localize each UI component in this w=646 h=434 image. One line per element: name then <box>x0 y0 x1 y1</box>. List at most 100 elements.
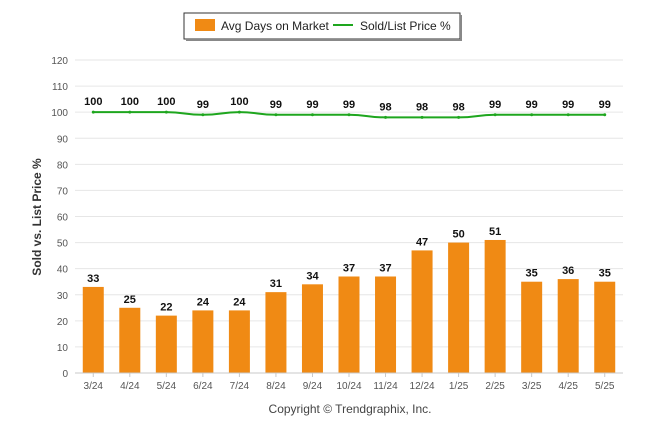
x-tick-label: 6/24 <box>193 381 213 392</box>
line-point <box>566 113 570 117</box>
legend-shadow-right <box>460 15 462 41</box>
line-data-label: 99 <box>343 99 355 111</box>
line-point <box>347 113 351 117</box>
line-data-labels: 100 100 100 99 100 99 99 99 98 98 98 99 99 99 99 <box>84 96 611 113</box>
bar <box>192 310 214 373</box>
x-tick-label: 4/24 <box>120 381 140 392</box>
bar-data-label: 47 <box>416 236 428 248</box>
y-axis-ticks: 0 10 20 30 40 50 60 70 80 90 100 110 120 <box>51 56 68 380</box>
x-tick-label: 7/24 <box>230 381 250 392</box>
bar-series <box>82 239 616 373</box>
x-tick-label: 2/25 <box>485 381 505 392</box>
line-data-label: 98 <box>379 101 391 113</box>
copyright-credit: Copyright © Trendgraphix, Inc. <box>269 402 432 416</box>
x-tick-label: 11/24 <box>373 381 398 392</box>
bar-data-label: 25 <box>124 294 136 306</box>
x-tick-label: 3/25 <box>522 381 542 392</box>
bar-data-label: 33 <box>87 273 99 285</box>
line-point <box>128 110 132 114</box>
legend-line-label: Sold/List Price % <box>360 19 451 33</box>
bar <box>301 284 323 373</box>
line-point <box>530 113 534 117</box>
bar <box>484 239 506 373</box>
y-tick-label: 100 <box>51 108 68 119</box>
bar-data-label: 37 <box>343 262 355 274</box>
line-point <box>603 113 607 117</box>
line-data-label: 98 <box>416 101 428 113</box>
line-point <box>493 113 497 117</box>
bar <box>338 276 360 373</box>
legend: Avg Days on Market Sold/List Price % <box>183 12 462 41</box>
y-tick-label: 30 <box>57 291 69 302</box>
bar <box>155 315 177 373</box>
y-tick-label: 40 <box>57 265 69 276</box>
bar-data-label: 35 <box>526 268 538 280</box>
y-tick-label: 0 <box>62 369 68 380</box>
bar-data-label: 37 <box>379 262 391 274</box>
bar-data-label: 35 <box>599 268 611 280</box>
x-tick-label: 9/24 <box>303 381 323 392</box>
x-tick-label: 4/25 <box>558 381 578 392</box>
x-tick-label: 12/24 <box>410 381 435 392</box>
line-data-label: 100 <box>121 96 139 108</box>
bar <box>375 276 397 373</box>
line-data-label: 98 <box>452 101 464 113</box>
bar <box>521 281 543 373</box>
y-axis-label: Sold vs. List Price % <box>30 158 44 276</box>
x-tick-label: 5/25 <box>595 381 615 392</box>
line-data-label: 99 <box>599 99 611 111</box>
line-data-label: 99 <box>526 99 538 111</box>
x-axis-ticks: 3/24 4/24 5/24 6/24 7/24 8/24 9/24 10/24 11/24 12… <box>84 373 615 392</box>
y-tick-label: 60 <box>57 213 69 224</box>
bar-data-label: 24 <box>233 296 246 308</box>
line-point <box>457 115 461 119</box>
bar <box>448 242 470 373</box>
bar <box>265 292 287 373</box>
y-tick-label: 110 <box>52 82 68 93</box>
y-tick-label: 50 <box>57 239 69 250</box>
bar <box>82 286 104 373</box>
bar <box>119 307 141 373</box>
line-data-label: 100 <box>157 96 175 108</box>
bar-data-label: 34 <box>306 270 319 282</box>
line-point <box>274 113 278 117</box>
line-data-label: 99 <box>270 99 282 111</box>
line-point <box>164 110 168 114</box>
bar <box>557 279 579 373</box>
line-series <box>91 110 607 119</box>
y-tick-label: 20 <box>57 317 69 328</box>
bar-data-label: 51 <box>489 226 501 238</box>
line-point <box>420 115 424 119</box>
x-tick-label: 3/24 <box>84 381 104 392</box>
line-data-label: 99 <box>306 99 318 111</box>
bar <box>228 310 250 373</box>
y-tick-label: 90 <box>57 134 69 145</box>
line-data-label: 99 <box>197 99 209 111</box>
bar-data-label: 36 <box>562 265 574 277</box>
y-tick-label: 120 <box>51 56 68 67</box>
bar <box>594 281 616 373</box>
line-point <box>91 110 95 114</box>
line-data-label: 99 <box>489 99 501 111</box>
line-data-label: 99 <box>562 99 574 111</box>
line-point <box>237 110 241 114</box>
y-tick-label: 80 <box>57 160 69 171</box>
line-data-label: 100 <box>230 96 248 108</box>
x-tick-label: 1/25 <box>449 381 469 392</box>
y-tick-label: 10 <box>57 343 69 354</box>
line-point <box>384 115 388 119</box>
x-tick-label: 10/24 <box>336 381 361 392</box>
line-data-label: 100 <box>84 96 102 108</box>
bar-data-label: 50 <box>452 229 464 241</box>
legend-shadow-bottom <box>186 39 462 41</box>
legend-bar-swatch <box>195 19 215 31</box>
line-point <box>310 113 314 117</box>
bar-data-labels: 33 25 22 24 24 31 34 37 37 47 50 51 35 36 35 <box>87 226 611 314</box>
bar-data-label: 22 <box>160 302 172 314</box>
x-tick-label: 8/24 <box>266 381 286 392</box>
bar <box>411 250 433 373</box>
bar-data-label: 24 <box>197 296 210 308</box>
line-point <box>201 113 205 117</box>
y-tick-label: 70 <box>57 186 69 197</box>
